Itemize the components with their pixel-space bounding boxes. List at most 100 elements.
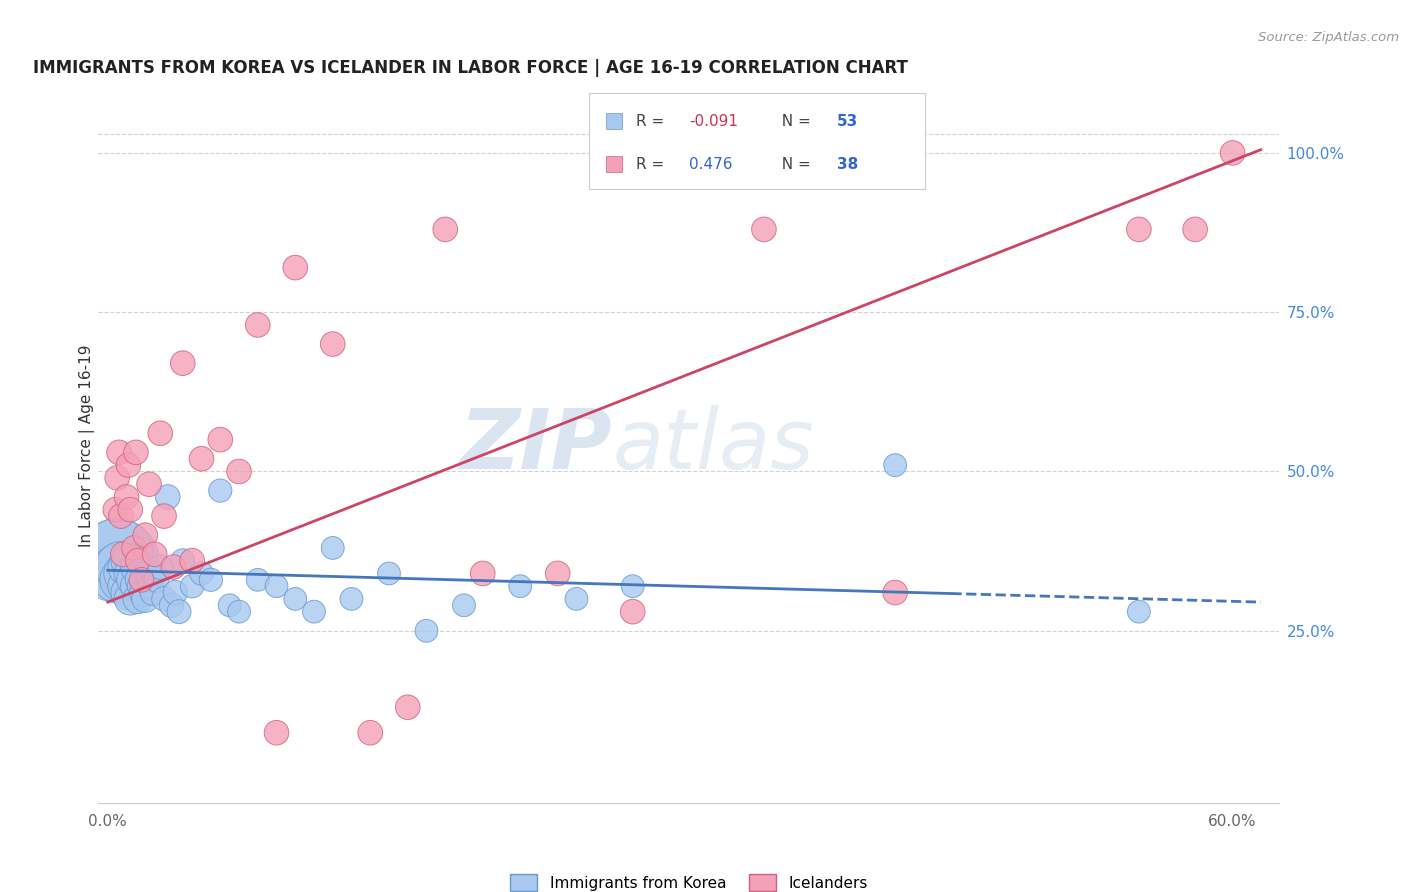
- Point: [115, 579, 138, 593]
- Text: N =: N =: [772, 157, 815, 171]
- Point: [1222, 145, 1244, 160]
- Text: atlas: atlas: [612, 406, 814, 486]
- Point: [200, 573, 222, 587]
- Point: [125, 445, 148, 459]
- Point: [153, 509, 176, 524]
- Point: [145, 573, 167, 587]
- Point: [359, 725, 381, 739]
- Point: [117, 458, 139, 472]
- Point: [340, 591, 363, 606]
- Point: [108, 566, 131, 581]
- Point: [111, 573, 134, 587]
- Point: [167, 605, 190, 619]
- Text: 38: 38: [837, 157, 858, 171]
- Point: [246, 318, 269, 332]
- Point: [111, 547, 134, 561]
- Point: [138, 573, 160, 587]
- Text: R =: R =: [636, 114, 669, 128]
- Point: [127, 554, 149, 568]
- Point: [127, 591, 149, 606]
- Point: [322, 337, 344, 351]
- Point: [621, 579, 644, 593]
- Point: [131, 573, 153, 587]
- Point: [108, 445, 131, 459]
- Point: [228, 605, 250, 619]
- Point: [104, 502, 127, 516]
- Point: [132, 585, 155, 599]
- Text: R =: R =: [636, 157, 669, 171]
- FancyBboxPatch shape: [606, 156, 621, 172]
- Point: [139, 579, 162, 593]
- Point: [181, 579, 204, 593]
- Point: [434, 222, 457, 236]
- Point: [110, 560, 132, 574]
- Point: [284, 260, 307, 275]
- Point: [471, 566, 494, 581]
- Point: [1128, 222, 1150, 236]
- Point: [142, 585, 165, 599]
- Point: [121, 573, 143, 587]
- Legend: Immigrants from Korea, Icelanders: Immigrants from Korea, Icelanders: [503, 868, 875, 892]
- Point: [134, 591, 156, 606]
- Point: [172, 554, 194, 568]
- Point: [396, 700, 419, 714]
- Point: [105, 554, 128, 568]
- Text: N =: N =: [772, 114, 815, 128]
- Point: [134, 528, 156, 542]
- Point: [105, 547, 128, 561]
- Point: [266, 579, 288, 593]
- Point: [136, 566, 159, 581]
- Point: [565, 591, 588, 606]
- Point: [884, 585, 907, 599]
- Point: [209, 433, 232, 447]
- Point: [752, 222, 775, 236]
- Point: [125, 560, 148, 574]
- Point: [453, 599, 475, 613]
- Point: [120, 591, 142, 606]
- Point: [378, 566, 401, 581]
- Point: [181, 554, 204, 568]
- Point: [218, 599, 240, 613]
- Point: [165, 585, 187, 599]
- Point: [246, 573, 269, 587]
- Point: [115, 560, 138, 574]
- Point: [1128, 605, 1150, 619]
- Point: [1184, 222, 1206, 236]
- Point: [143, 566, 166, 581]
- Point: [131, 579, 153, 593]
- Point: [122, 541, 145, 555]
- Point: [125, 579, 148, 593]
- Point: [114, 566, 136, 581]
- Point: [302, 605, 325, 619]
- Point: [156, 490, 179, 504]
- Point: [162, 560, 184, 574]
- Point: [547, 566, 569, 581]
- Text: 53: 53: [837, 114, 858, 128]
- Point: [120, 502, 142, 516]
- Text: 0.476: 0.476: [689, 157, 733, 171]
- Text: -0.091: -0.091: [689, 114, 738, 128]
- Point: [172, 356, 194, 370]
- Point: [143, 547, 166, 561]
- Point: [149, 426, 172, 441]
- Point: [415, 624, 437, 638]
- Point: [621, 605, 644, 619]
- FancyBboxPatch shape: [606, 113, 621, 129]
- Point: [105, 471, 128, 485]
- Text: Source: ZipAtlas.com: Source: ZipAtlas.com: [1258, 31, 1399, 45]
- Point: [266, 725, 288, 739]
- Point: [190, 451, 212, 466]
- Point: [228, 465, 250, 479]
- Point: [153, 591, 176, 606]
- Point: [149, 560, 172, 574]
- Text: ZIP: ZIP: [460, 406, 612, 486]
- Point: [128, 573, 150, 587]
- Point: [120, 566, 142, 581]
- Point: [190, 566, 212, 581]
- Point: [209, 483, 232, 498]
- Point: [160, 599, 183, 613]
- Point: [115, 490, 138, 504]
- Point: [284, 591, 307, 606]
- Point: [509, 579, 531, 593]
- Point: [117, 554, 139, 568]
